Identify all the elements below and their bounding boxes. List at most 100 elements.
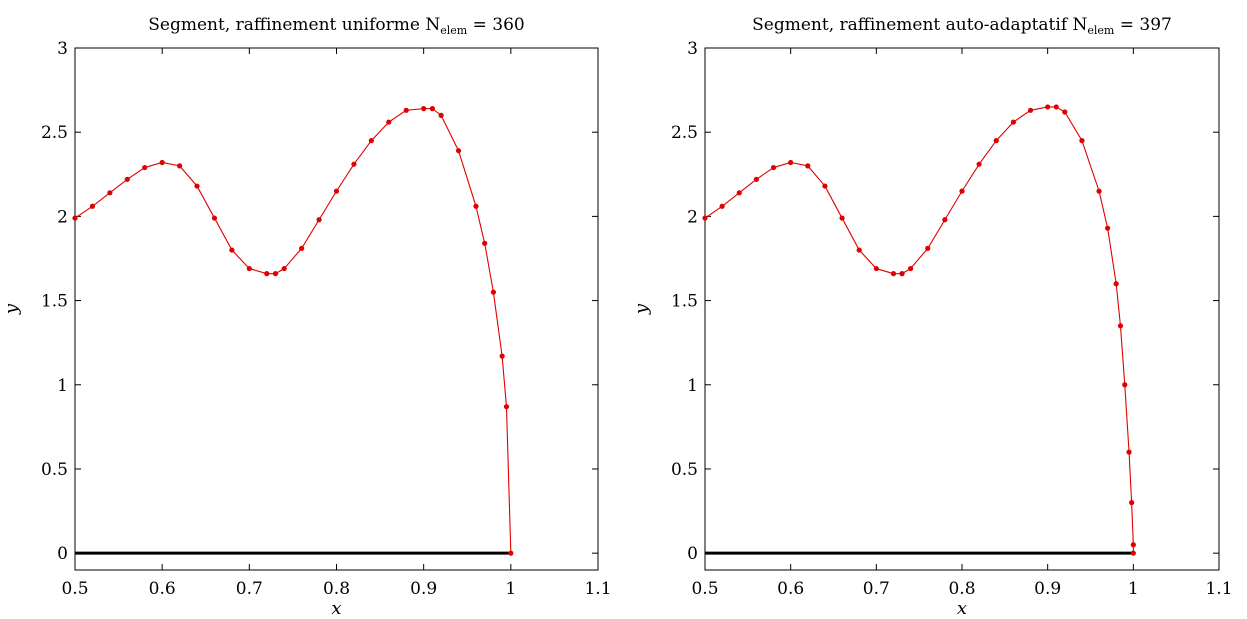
data-point bbox=[503, 404, 510, 410]
data-point bbox=[702, 215, 708, 221]
data-point bbox=[1105, 225, 1111, 231]
data-point bbox=[499, 353, 505, 359]
data-point bbox=[908, 265, 914, 272]
data-point bbox=[333, 188, 340, 194]
y-tick-label: 2.5 bbox=[671, 123, 698, 143]
plot-frame bbox=[704, 47, 1220, 571]
y-tick-label: 0.5 bbox=[671, 460, 698, 480]
plot-frame bbox=[74, 47, 599, 571]
x-tick-label: 0.9 bbox=[410, 579, 437, 599]
data-point bbox=[72, 215, 78, 221]
data-point bbox=[753, 176, 760, 182]
data-point bbox=[142, 164, 148, 171]
data-point bbox=[194, 183, 200, 189]
data-point bbox=[368, 138, 374, 144]
y-tick-label: 2 bbox=[687, 207, 698, 227]
series-line bbox=[74, 108, 512, 554]
data-point bbox=[1053, 104, 1059, 110]
x-axis-label: x bbox=[957, 598, 967, 619]
x-tick-label: 1 bbox=[505, 579, 516, 599]
data-point bbox=[351, 161, 357, 167]
data-point bbox=[1096, 188, 1102, 194]
data-point bbox=[856, 247, 862, 253]
data-point bbox=[839, 215, 845, 221]
data-point bbox=[89, 203, 96, 209]
data-point bbox=[473, 203, 479, 209]
data-point bbox=[508, 550, 514, 556]
x-tick-label: 1.1 bbox=[584, 579, 611, 599]
data-point bbox=[959, 188, 965, 194]
data-point bbox=[429, 106, 435, 112]
data-point bbox=[107, 190, 113, 196]
series-line bbox=[704, 106, 1134, 554]
data-point bbox=[993, 138, 999, 144]
data-point bbox=[1010, 119, 1017, 125]
x-tick-label: 0.6 bbox=[777, 579, 804, 599]
x-tick-label: 0.7 bbox=[236, 579, 263, 599]
data-point bbox=[1027, 107, 1034, 113]
chart-panel-1: Segment, raffinement uniforme Nelem = 36… bbox=[1, 15, 612, 619]
data-point bbox=[890, 271, 897, 277]
data-point bbox=[925, 245, 931, 251]
data-point bbox=[899, 271, 905, 277]
data-point bbox=[1062, 109, 1068, 115]
data-point bbox=[1079, 138, 1085, 144]
y-axis-label: y bbox=[1, 303, 22, 315]
x-tick-label: 0.8 bbox=[323, 579, 350, 599]
data-point bbox=[124, 176, 130, 182]
data-point bbox=[942, 217, 948, 223]
data-point bbox=[299, 245, 305, 251]
data-point bbox=[1130, 542, 1136, 548]
y-tick-label: 0 bbox=[57, 544, 68, 564]
data-point bbox=[386, 119, 392, 125]
x-tick-label: 1 bbox=[1128, 579, 1139, 599]
data-point bbox=[1129, 500, 1135, 506]
data-point bbox=[455, 148, 462, 154]
y-tick-label: 3 bbox=[687, 39, 698, 59]
y-tick-label: 3 bbox=[57, 39, 68, 59]
chart-panel-2: Segment, raffinement auto-adaptatif Nele… bbox=[631, 15, 1233, 619]
chart-title: Segment, raffinement uniforme Nelem = 36… bbox=[148, 15, 524, 37]
chart-title-main: Segment, raffinement auto-adaptatif N bbox=[752, 15, 1087, 35]
chart-title-subscript: elem bbox=[1087, 24, 1115, 37]
data-point bbox=[1113, 281, 1119, 287]
data-point bbox=[736, 190, 742, 196]
data-point bbox=[438, 112, 444, 118]
x-tick-label: 0.6 bbox=[149, 579, 176, 599]
x-tick-label: 0.7 bbox=[863, 579, 890, 599]
data-point bbox=[482, 240, 488, 246]
data-point bbox=[421, 106, 427, 112]
data-point bbox=[403, 107, 409, 113]
y-tick-label: 0 bbox=[687, 544, 698, 564]
y-tick-label: 1.5 bbox=[41, 292, 68, 312]
data-point bbox=[788, 159, 794, 166]
x-tick-label: 1.1 bbox=[1205, 579, 1232, 599]
data-point bbox=[316, 217, 322, 223]
data-point bbox=[1126, 449, 1132, 455]
x-axis-label: x bbox=[331, 598, 341, 619]
chart-title-value: = 360 bbox=[467, 15, 525, 35]
data-point bbox=[177, 163, 183, 169]
x-tick-label: 0.8 bbox=[948, 579, 975, 599]
data-point bbox=[805, 163, 811, 169]
data-point bbox=[490, 289, 496, 295]
y-tick-label: 1 bbox=[57, 376, 68, 396]
data-point bbox=[246, 265, 252, 272]
y-tick-label: 0.5 bbox=[41, 460, 68, 480]
data-point bbox=[822, 183, 828, 189]
data-point bbox=[976, 161, 982, 167]
data-point bbox=[281, 265, 287, 272]
data-point bbox=[873, 265, 879, 272]
x-tick-label: 0.9 bbox=[1034, 579, 1061, 599]
data-point bbox=[1122, 382, 1128, 388]
data-point bbox=[719, 203, 725, 209]
data-point bbox=[159, 159, 165, 166]
chart-title-main: Segment, raffinement uniforme N bbox=[148, 15, 440, 35]
data-point bbox=[1117, 323, 1124, 329]
y-axis-label: y bbox=[631, 303, 652, 315]
chart-title: Segment, raffinement auto-adaptatif Nele… bbox=[752, 15, 1172, 37]
data-point bbox=[211, 215, 218, 221]
chart-title-subscript: elem bbox=[440, 24, 468, 37]
data-point bbox=[1130, 550, 1136, 556]
